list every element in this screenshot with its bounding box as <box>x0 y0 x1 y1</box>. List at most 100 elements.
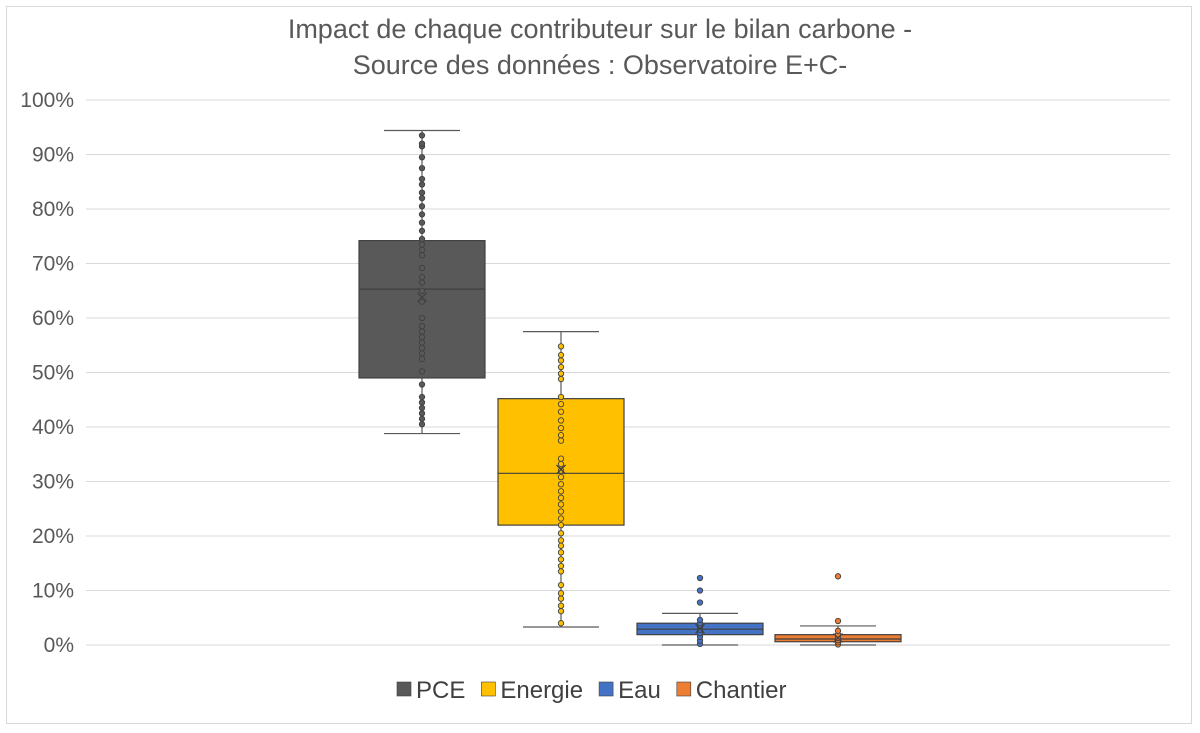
data-point <box>557 581 565 589</box>
data-point <box>696 587 704 594</box>
mean-marker-stroke <box>695 623 705 634</box>
data-point <box>418 194 426 202</box>
plot-area <box>358 129 902 648</box>
data-point <box>418 252 426 259</box>
data-point <box>418 350 426 357</box>
mean-marker <box>417 292 427 303</box>
mean-marker <box>556 464 566 475</box>
legend-label: Chantier <box>696 677 787 704</box>
data-point <box>557 530 565 537</box>
data-point <box>418 181 426 188</box>
data-point <box>696 574 704 582</box>
data-point <box>834 573 842 580</box>
y-tick-label: 80% <box>32 198 74 221</box>
mean-marker-stroke <box>556 464 566 475</box>
legend-label: Energie <box>500 677 583 704</box>
gridlines <box>86 99 1170 646</box>
data-point <box>557 620 565 627</box>
y-tick-label: 10% <box>32 580 74 603</box>
data-point <box>418 211 426 218</box>
data-point <box>557 549 565 556</box>
y-tick-label: 50% <box>32 362 74 385</box>
data-point <box>557 343 565 350</box>
y-axis-tick-labels: 0% 10% 20% 30% 40% 50% 60% 70% 80% 90% 100% <box>20 89 74 657</box>
data-point <box>418 404 426 412</box>
data-point <box>696 616 704 624</box>
data-point <box>557 537 565 544</box>
data-point <box>557 494 565 501</box>
y-tick-label: 100% <box>20 89 74 112</box>
data-point <box>557 568 565 575</box>
chart-title: Impact de chaque contributeur sur le bil… <box>288 14 912 80</box>
data-point <box>696 599 704 606</box>
data-point <box>557 432 565 439</box>
legend: PCE Energie Eau Chantier <box>396 677 787 704</box>
data-point <box>557 473 565 481</box>
legend-swatch <box>676 681 692 697</box>
data-point <box>557 437 565 444</box>
data-point <box>557 357 565 364</box>
data-point <box>557 501 565 508</box>
data-point <box>418 421 426 428</box>
data-point <box>418 399 426 406</box>
data-point <box>557 417 565 424</box>
data-point <box>557 363 565 371</box>
data-point <box>418 246 426 254</box>
legend-label: PCE <box>416 677 465 704</box>
y-tick-label: 90% <box>32 144 74 167</box>
legend-item-chantier: Chantier <box>676 677 787 704</box>
box-pce <box>358 129 486 435</box>
data-point <box>418 235 426 243</box>
y-tick-label: 70% <box>32 253 74 276</box>
data-point <box>418 368 426 375</box>
y-tick-label: 30% <box>32 471 74 494</box>
data-point <box>557 562 565 570</box>
data-point <box>418 287 426 294</box>
data-point <box>557 424 565 432</box>
box-energie <box>497 331 625 628</box>
data-point <box>557 455 565 462</box>
data-point <box>557 370 565 377</box>
legend-item-eau: Eau <box>598 677 661 704</box>
data-point <box>418 323 426 330</box>
y-tick-label: 40% <box>32 416 74 439</box>
data-point <box>418 241 426 248</box>
data-point <box>418 154 426 161</box>
data-point <box>418 264 426 272</box>
data-point <box>418 140 426 147</box>
data-point <box>418 333 426 341</box>
y-tick-label: 60% <box>32 307 74 330</box>
data-point <box>418 132 426 139</box>
mean-marker-stroke <box>417 292 427 303</box>
data-point <box>557 460 565 468</box>
data-point <box>557 556 565 563</box>
data-point <box>557 400 565 408</box>
chart-title-line-1: Impact de chaque contributeur sur le bil… <box>288 14 912 44</box>
data-point <box>418 175 426 183</box>
data-point <box>418 393 426 401</box>
y-tick-label: 20% <box>32 525 74 548</box>
data-point <box>418 381 426 388</box>
data-point <box>557 351 565 359</box>
legend-item-pce: PCE <box>396 677 465 704</box>
legend-swatch <box>598 681 614 697</box>
data-point <box>418 344 426 352</box>
data-point <box>557 488 565 495</box>
data-point <box>418 164 426 172</box>
data-point <box>557 515 565 522</box>
data-point <box>418 189 426 196</box>
chart-frame <box>6 6 1192 724</box>
data-point <box>834 617 842 625</box>
data-point <box>557 508 565 515</box>
data-point <box>418 279 426 286</box>
data-point <box>418 415 426 422</box>
data-point <box>418 314 426 322</box>
mean-marker <box>695 623 705 634</box>
legend-label: Eau <box>618 677 661 704</box>
data-point <box>418 298 426 305</box>
mean-marker <box>833 632 843 643</box>
data-point <box>418 227 426 234</box>
data-point <box>418 410 426 417</box>
data-point <box>557 608 565 615</box>
